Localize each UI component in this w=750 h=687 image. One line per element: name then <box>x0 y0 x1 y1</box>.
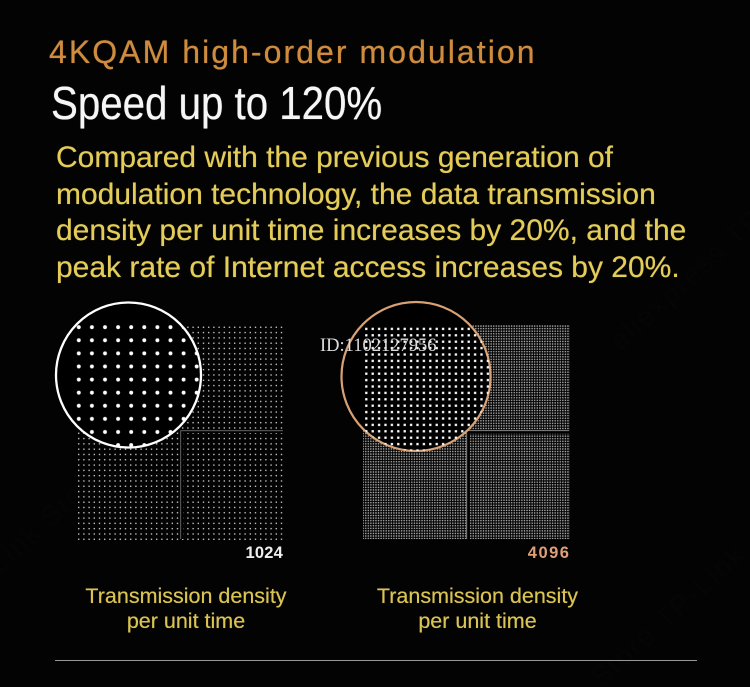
svg-text:ID:1102127956: ID:1102127956 <box>320 336 436 356</box>
